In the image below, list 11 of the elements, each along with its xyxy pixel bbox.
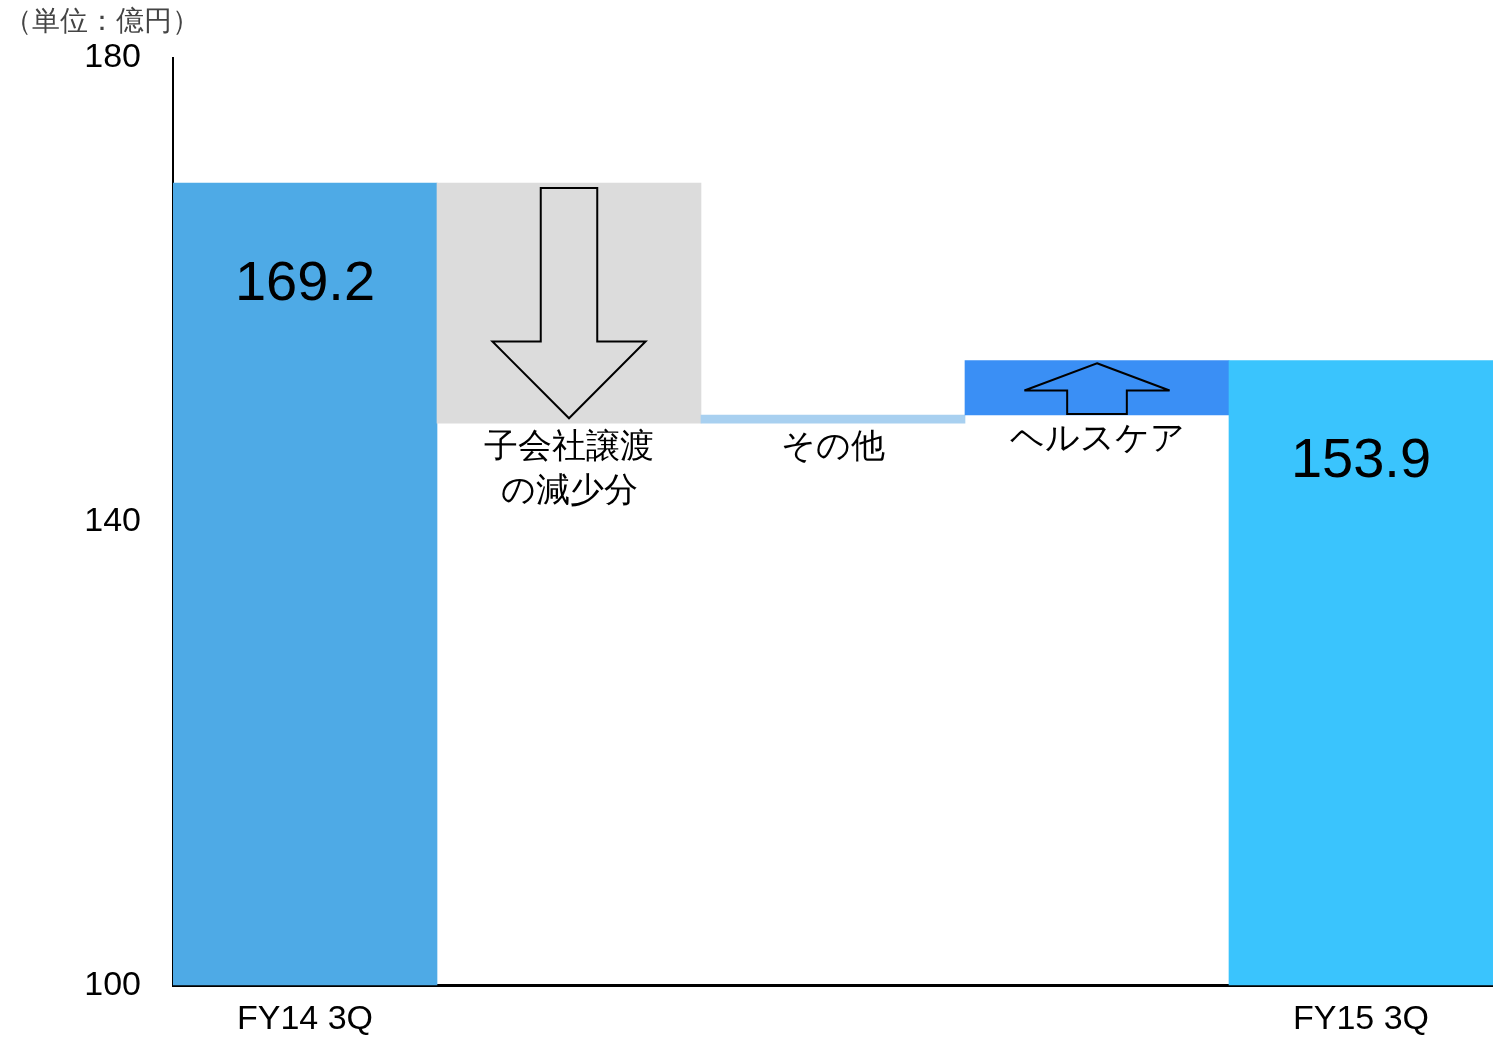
x-tick-label: FY15 3Q — [1292, 997, 1430, 1036]
y-tick-label: 180 — [84, 36, 141, 75]
y-tick-label: 100 — [84, 963, 141, 1002]
y-axis-title: （単位：億円） — [4, 4, 200, 36]
x-tick-label: ヘルスケア — [1009, 418, 1185, 457]
x-tick-label: 子会社譲渡の減少分 — [484, 426, 654, 509]
x-tick-label: FY14 3Q — [236, 997, 374, 1036]
data-label: 169.2 — [234, 249, 376, 313]
data-label: 153.9 — [1290, 426, 1432, 490]
y-tick-label: 140 — [84, 499, 141, 538]
x-tick-label: その他 — [781, 426, 885, 465]
